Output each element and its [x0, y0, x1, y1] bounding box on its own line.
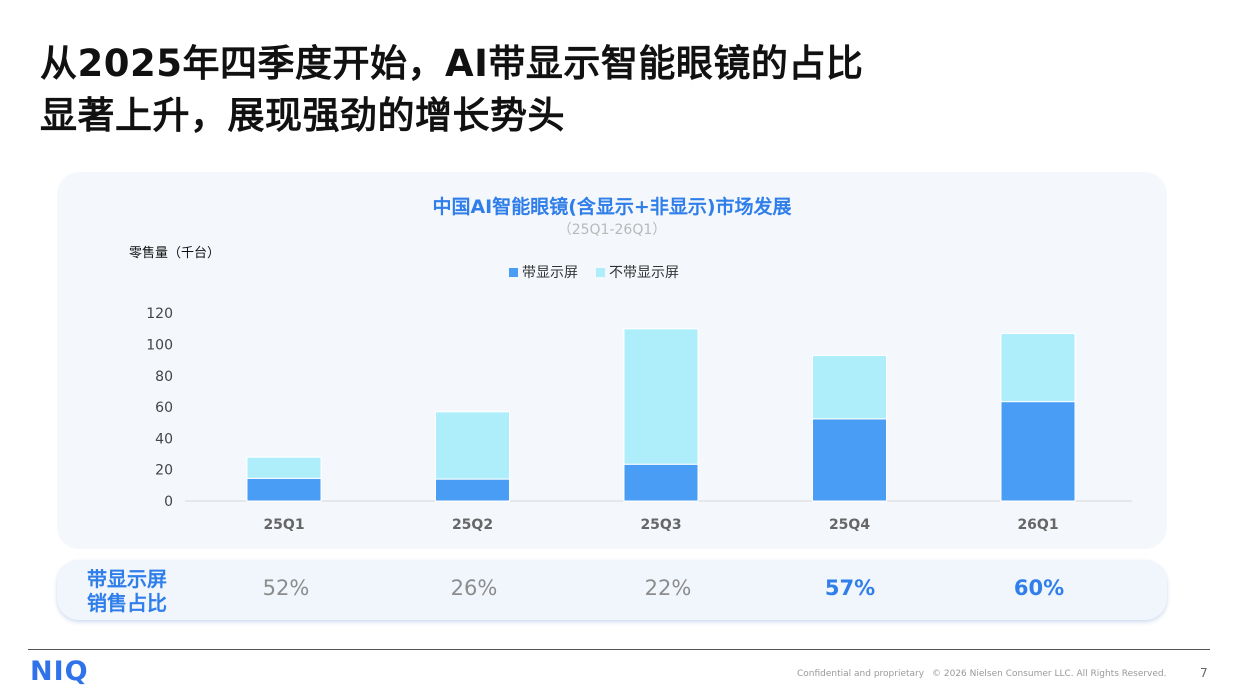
headline-line-2: 显著上升，展现强劲的增长势头 — [40, 94, 565, 137]
footer-copyright: © 2026 Nielsen Consumer LLC. All Rights … — [932, 669, 1167, 679]
y-tick-label-60: 60 — [155, 400, 173, 416]
bar-26Q1-no-display — [1000, 333, 1076, 403]
page-number: 7 — [1200, 666, 1208, 680]
x-tick-label-25Q1: 25Q1 — [263, 517, 304, 533]
y-tick-label-80: 80 — [155, 369, 173, 385]
y-tick-label-20: 20 — [155, 463, 173, 479]
legend-swatch-display — [509, 267, 518, 277]
bar-25Q3-display — [623, 463, 699, 502]
share-value-25q4: 57% — [824, 576, 876, 600]
share-value-25q1: 52% — [262, 576, 310, 600]
footer-confidential: Confidential and proprietary — [797, 669, 925, 679]
bar-25Q4-no-display — [812, 354, 887, 420]
bar-26Q1-display — [1000, 401, 1076, 502]
bar-chart: 0 20 40 60 80 100 120 25Q1 25Q2 25Q3 25Q4 26Q1 — [146, 306, 1132, 533]
legend-item-display: 带显示屏 — [509, 262, 578, 282]
y-axis-label: 零售量（千台） — [129, 246, 221, 261]
legend-swatch-no-display — [596, 267, 605, 277]
headline-line-1: 从2025年四季度开始，AI带显示智能眼镜的占比 — [40, 42, 864, 85]
bar-25Q2-display — [435, 478, 510, 502]
x-tick-label-26Q1: 26Q1 — [1017, 517, 1058, 533]
page-headline: 从2025年四季度开始，AI带显示智能眼镜的占比 显著上升，展现强劲的增长势头 — [40, 38, 940, 142]
y-tick-label-120: 120 — [146, 306, 173, 322]
chart-panel: 中国AI智能眼镜(含显示+非显示)市场发展 （25Q1-26Q1） 零售量（千台… — [57, 172, 1167, 549]
share-value-25q3: 22% — [644, 576, 692, 600]
chart-legend: 带显示屏 不带显示屏 — [509, 262, 679, 282]
share-value-26q1: 60% — [1013, 576, 1065, 600]
share-value-25q2: 26% — [450, 576, 498, 600]
x-tick-label-25Q4: 25Q4 — [829, 517, 870, 533]
bar-25Q1-display — [246, 477, 322, 502]
y-tick-label-100: 100 — [146, 338, 173, 354]
legend-item-no-display: 不带显示屏 — [596, 262, 679, 282]
legend-label-display: 带显示屏 — [522, 265, 578, 281]
display-share-bar: 带显示屏 销售占比 52% 26% 22% 57% 60% — [57, 560, 1167, 620]
chart-title: 中国AI智能眼镜(含显示+非显示)市场发展 — [432, 196, 792, 218]
y-tick-label-0: 0 — [164, 494, 173, 510]
bar-25Q3-no-display — [623, 328, 699, 465]
bar-25Q4-display — [812, 418, 887, 502]
share-label-line-1: 带显示屏 — [87, 567, 167, 591]
chart-subtitle: （25Q1-26Q1） — [557, 222, 667, 238]
share-label: 带显示屏 销售占比 — [87, 567, 187, 615]
y-tick-label-40: 40 — [155, 431, 173, 447]
footer-divider — [28, 649, 1210, 650]
bar-25Q1-no-display — [246, 456, 322, 479]
niq-logo: NIQ — [30, 656, 89, 687]
x-tick-label-25Q2: 25Q2 — [452, 517, 493, 533]
x-tick-label-25Q3: 25Q3 — [640, 517, 681, 533]
share-label-line-2: 销售占比 — [87, 591, 167, 615]
bar-25Q2-no-display — [435, 411, 510, 480]
legend-label-no-display: 不带显示屏 — [609, 265, 679, 281]
